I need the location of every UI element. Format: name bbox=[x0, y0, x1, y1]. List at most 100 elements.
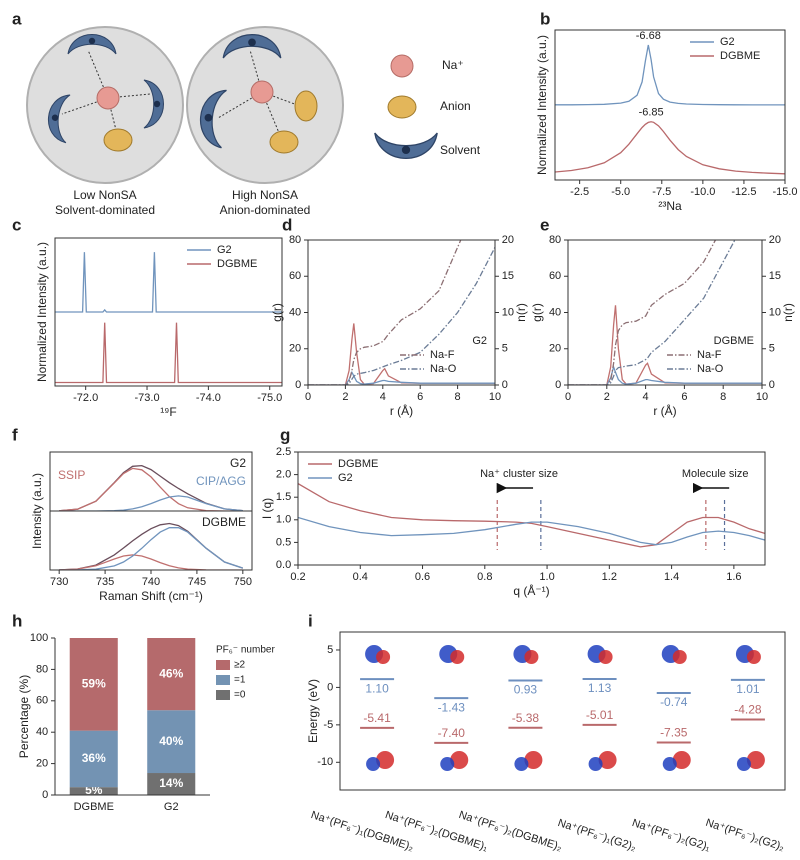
fit-curve bbox=[59, 495, 243, 511]
x-axis-label: Raman Shift (cm⁻¹) bbox=[99, 589, 203, 603]
x-tick-label: 8 bbox=[455, 391, 461, 403]
legend-label: Solvent bbox=[440, 143, 481, 157]
coordination-line bbox=[107, 93, 151, 99]
y-axis-label: Intensity (a.u.) bbox=[30, 473, 44, 549]
y-tick-label: 0.0 bbox=[276, 559, 291, 571]
x-axis-label: r (Å) bbox=[653, 403, 676, 418]
y-tick-label: 20 bbox=[289, 343, 301, 355]
panel-label: e bbox=[540, 215, 549, 234]
x-axis-label: q (Å⁻¹) bbox=[513, 583, 549, 598]
x-tick-label: 1.0 bbox=[539, 571, 554, 583]
orbital-icon bbox=[514, 757, 529, 771]
y-axis-label: Normalized Intensity (a.u.) bbox=[535, 35, 549, 175]
level-label: -4.28 bbox=[734, 703, 762, 717]
x-tick-label: 6 bbox=[417, 391, 423, 403]
plot-frame bbox=[339, 631, 786, 791]
x-tick-label: 0 bbox=[305, 391, 311, 403]
y-tick-label: 10 bbox=[502, 306, 514, 318]
subplot-title: G2 bbox=[230, 456, 246, 470]
x-tick-label: 8 bbox=[720, 391, 726, 403]
y-tick-label: 100 bbox=[30, 632, 48, 644]
x-tick-label: -12.5 bbox=[731, 186, 756, 198]
legend-label: =1 bbox=[234, 675, 246, 686]
x-tick-label: -75.0 bbox=[257, 392, 282, 404]
series-line bbox=[568, 240, 717, 385]
legend-title: G2 bbox=[472, 335, 487, 347]
x-tick-label: 735 bbox=[96, 576, 114, 588]
x-tick-label: 0 bbox=[565, 391, 571, 403]
x-axis-label: ²³Na bbox=[658, 199, 682, 213]
level-label: 0.93 bbox=[514, 683, 538, 697]
subplot-title: DGBME bbox=[202, 515, 246, 529]
series-line bbox=[308, 323, 495, 385]
series-line bbox=[298, 516, 765, 546]
y-tick-label: 5 bbox=[769, 343, 775, 355]
x-tick-label: -72.0 bbox=[73, 392, 98, 404]
orbital-icon bbox=[440, 757, 455, 771]
x-tick-label: Na⁺(PF₆⁻)₂(G2)₂ bbox=[704, 817, 786, 854]
y-tick-label: 40 bbox=[549, 306, 561, 318]
panel-label: h bbox=[12, 611, 22, 630]
x-tick-label: 745 bbox=[188, 576, 206, 588]
x-tick-label: 4 bbox=[380, 391, 386, 403]
orbital-icon bbox=[672, 650, 687, 664]
panel-label: i bbox=[308, 611, 313, 630]
legend-title: PF₆⁻ number bbox=[216, 645, 275, 656]
x-tick-label: -73.0 bbox=[134, 392, 159, 404]
plot-frame bbox=[54, 237, 283, 387]
bar-label: 40% bbox=[159, 734, 183, 748]
fit-curve bbox=[59, 554, 243, 570]
level-label: 1.10 bbox=[365, 681, 389, 695]
x-tick-label: -15.0 bbox=[772, 186, 797, 198]
legend-sodium bbox=[390, 54, 414, 78]
annotation: Molecule size bbox=[682, 468, 749, 480]
curve-label: CIP/AGG bbox=[196, 474, 246, 488]
plot-frame bbox=[297, 451, 766, 566]
y-tick-label: 60 bbox=[549, 270, 561, 282]
y-tick-label: 2.0 bbox=[276, 469, 291, 481]
panel-label: f bbox=[12, 425, 18, 444]
legend-label: =0 bbox=[234, 690, 246, 701]
legend-swatch bbox=[216, 660, 230, 670]
y-tick-label: 20 bbox=[549, 343, 561, 355]
y-tick-label: 20 bbox=[769, 234, 781, 246]
level-label: -5.38 bbox=[512, 711, 540, 725]
level-label: 1.01 bbox=[736, 682, 760, 696]
sodium-icon bbox=[250, 80, 274, 104]
state-caption: Solvent-dominated bbox=[55, 203, 155, 217]
bar-segment bbox=[69, 730, 118, 788]
bar-label: 59% bbox=[82, 676, 106, 690]
y-axis-label: n(r) bbox=[781, 303, 795, 322]
annotation: Na⁺ cluster size bbox=[480, 468, 558, 480]
legend-label: G2 bbox=[338, 472, 353, 484]
panel-label: a bbox=[12, 9, 22, 28]
y-tick-label: 2.5 bbox=[276, 446, 291, 458]
y-axis-label: Normalized Intensity (a.u.) bbox=[35, 242, 49, 382]
y-tick-label: 1.0 bbox=[276, 514, 291, 526]
fit-curve bbox=[59, 527, 244, 570]
coordination-line bbox=[261, 91, 301, 107]
bar-segment bbox=[147, 710, 196, 774]
solvation-diagram: Low NonSA Solvent-dominated High NonSA A… bbox=[26, 26, 481, 217]
y-tick-label: 0 bbox=[555, 379, 561, 391]
y-tick-label: 80 bbox=[36, 663, 48, 675]
fit-curve bbox=[59, 467, 243, 511]
legend-label: DGBME bbox=[338, 458, 378, 470]
series-line bbox=[308, 240, 462, 385]
orbital-icon bbox=[736, 757, 751, 771]
orbital-icon bbox=[376, 751, 395, 769]
legend-label: Na-F bbox=[697, 349, 722, 361]
y-tick-label: 0 bbox=[295, 379, 301, 391]
y-tick-label: 15 bbox=[502, 270, 514, 282]
x-tick-label: 0.8 bbox=[477, 571, 492, 583]
panel-label: d bbox=[282, 215, 292, 234]
series-line bbox=[298, 483, 765, 548]
legend-label: G2 bbox=[720, 36, 735, 48]
legend-solvent bbox=[374, 132, 438, 160]
x-tick-label: -10.0 bbox=[690, 186, 715, 198]
anion-icon bbox=[294, 90, 318, 122]
y-axis-label: Percentage (%) bbox=[17, 675, 31, 758]
plot-frame bbox=[307, 239, 496, 386]
